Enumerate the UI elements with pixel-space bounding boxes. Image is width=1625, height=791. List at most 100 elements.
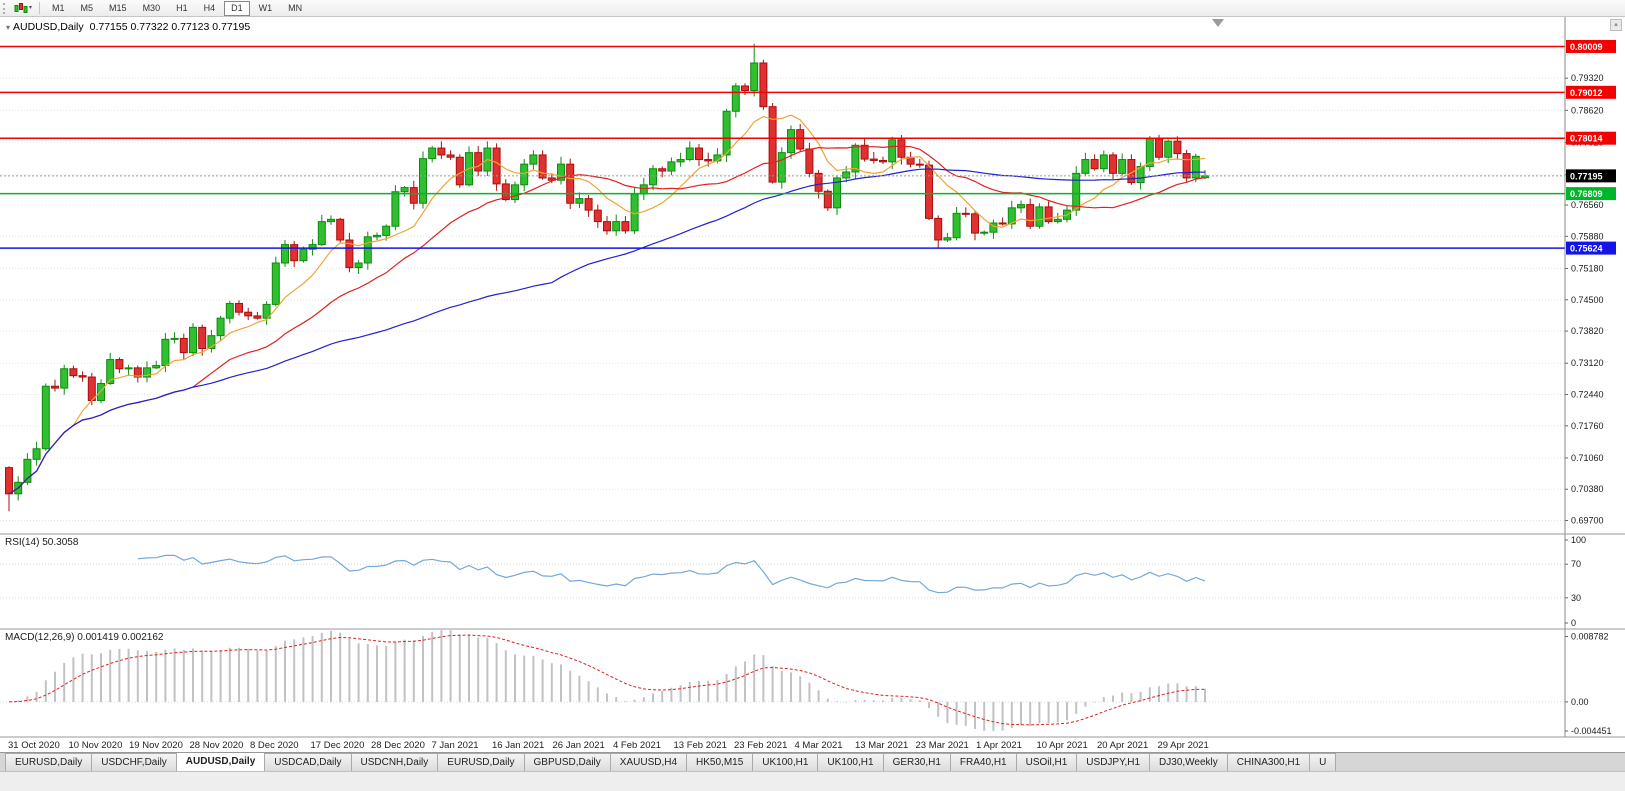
chart-shift-marker-icon[interactable]: [1212, 19, 1224, 27]
svg-text:0.80009: 0.80009: [1570, 42, 1603, 52]
chart-tab-fra40-h1[interactable]: FRA40,H1: [949, 753, 1017, 771]
svg-text:70: 70: [1571, 559, 1581, 569]
svg-text:0.78620: 0.78620: [1571, 105, 1604, 115]
rsi-value: 50.3058: [42, 537, 79, 548]
date-label: 19 Nov 2020: [129, 740, 183, 751]
collapse-arrow-icon[interactable]: ▾: [6, 23, 11, 32]
macd-signal-line: [8, 634, 1206, 726]
macd-histogram: [17, 630, 1206, 731]
date-label: 20 Apr 2021: [1097, 740, 1148, 751]
time-axis[interactable]: 31 Oct 2020 10 Nov 2020 19 Nov 2020 28 Nov …: [8, 740, 1209, 751]
timeframe-button-w1[interactable]: W1: [252, 1, 280, 16]
chevron-down-icon: ▾: [29, 5, 33, 11]
timeframe-button-d1[interactable]: D1: [224, 0, 250, 16]
toolbar-drag-handle[interactable]: [3, 2, 7, 14]
chart-tab-audusd-daily[interactable]: AUDUSD,Daily: [175, 753, 266, 771]
svg-text:30: 30: [1571, 593, 1581, 603]
date-label: 10 Apr 2021: [1037, 740, 1088, 751]
horizontal-levels[interactable]: [0, 45, 1565, 249]
svg-text:0.75624: 0.75624: [1570, 244, 1603, 254]
svg-text:0.78014: 0.78014: [1570, 134, 1603, 144]
chart-tab-xauusd-h4[interactable]: XAUUSD,H4: [609, 753, 688, 771]
date-label: 26 Jan 2021: [553, 740, 605, 751]
chart-tab-ger30-h1[interactable]: GER30,H1: [882, 753, 951, 771]
chart-symbol-period: AUDUSD,Daily: [13, 21, 84, 33]
rsi-indicator-label: RSI(14) 50.3058: [5, 537, 78, 548]
chart-tab-dj30-weekly[interactable]: DJ30,Weekly: [1149, 753, 1228, 771]
date-label: 13 Mar 2021: [855, 740, 908, 751]
timeframe-button-m1[interactable]: M1: [45, 1, 72, 16]
timeframes-toolbar: ▾ M1 M5 M15 M30 H1 H4 D1 W1 MN: [0, 0, 1625, 17]
date-label: 4 Feb 2021: [613, 740, 661, 751]
price-badges: 0.80009 0.79012 0.78014 0.77195 0.76809 0.756…: [1566, 39, 1616, 255]
date-label: 28 Dec 2020: [371, 740, 425, 751]
chart-tab-eurusd-daily[interactable]: EURUSD,Daily: [5, 753, 93, 771]
chart-tab-eurusd-daily[interactable]: EURUSD,Daily: [437, 753, 525, 771]
timeframe-button-h4[interactable]: H4: [197, 1, 223, 16]
macd-scale[interactable]: 0.008782 0.00 -0.004451: [1565, 632, 1612, 736]
rsi-scale[interactable]: 100 70 30 0: [1565, 535, 1586, 628]
macd-values: 0.001419 0.002162: [77, 632, 164, 643]
svg-text:0.72440: 0.72440: [1571, 390, 1604, 400]
svg-text:100: 100: [1571, 535, 1586, 545]
toolbar-separator: [39, 2, 41, 14]
macd-name: MACD(12,26,9): [5, 632, 75, 643]
chart-tab-china300-h1[interactable]: CHINA300,H1: [1226, 753, 1311, 771]
timeframe-button-m15[interactable]: M15: [102, 1, 134, 16]
macd-indicator-label: MACD(12,26,9) 0.001419 0.002162: [5, 632, 163, 643]
date-label: 4 Mar 2021: [795, 740, 843, 751]
chart-tab-gbpusd-daily[interactable]: GBPUSD,Daily: [523, 753, 611, 771]
chart-tab-usoil-h1[interactable]: USOil,H1: [1015, 753, 1078, 771]
svg-text:0.69700: 0.69700: [1571, 516, 1604, 526]
price-badge-0.79012: 0.79012: [1566, 85, 1616, 99]
date-label: 16 Jan 2021: [492, 740, 544, 751]
date-label: 10 Nov 2020: [69, 740, 123, 751]
svg-text:0.73120: 0.73120: [1571, 358, 1604, 368]
svg-text:0.008782: 0.008782: [1571, 632, 1609, 642]
ma-line-21: [8, 145, 1206, 495]
price-badge-0.76809: 0.76809: [1566, 187, 1616, 201]
timeframe-button-mn[interactable]: MN: [281, 1, 309, 16]
chart-tab-hk50-m15[interactable]: HK50,M15: [686, 753, 754, 771]
chart-ohlc-values: 0.77155 0.77322 0.77123 0.77195: [89, 21, 251, 33]
svg-text:0.00: 0.00: [1571, 697, 1589, 707]
timeframe-button-m5[interactable]: M5: [74, 1, 101, 16]
rsi-name: RSI(14): [5, 537, 40, 548]
scale-scroll-button[interactable]: ▴: [1610, 19, 1622, 31]
date-label: 17 Dec 2020: [311, 740, 365, 751]
timeframe-button-h1[interactable]: H1: [169, 1, 195, 16]
chart-tab-usdchf-daily[interactable]: USDCHF,Daily: [91, 753, 177, 771]
date-label: 13 Feb 2021: [674, 740, 727, 751]
price-badge-0.80009: 0.80009: [1566, 39, 1616, 53]
date-label: 31 Oct 2020: [8, 740, 60, 751]
date-label: 23 Mar 2021: [916, 740, 969, 751]
svg-text:0.76809: 0.76809: [1570, 189, 1603, 199]
rsi-line: [137, 554, 1206, 594]
new-chart-button[interactable]: ▾: [11, 1, 35, 16]
price-scale[interactable]: 0.793200.786200.779200.772200.765600.758…: [1565, 73, 1604, 526]
date-label: 29 Apr 2021: [1158, 740, 1209, 751]
chart-canvas[interactable]: 0.793200.786200.779200.772200.765600.758…: [0, 0, 1625, 752]
svg-text:0.74500: 0.74500: [1571, 295, 1604, 305]
chart-tab-usdcad-daily[interactable]: USDCAD,Daily: [264, 753, 352, 771]
chart-tab-uk100-h1[interactable]: UK100,H1: [752, 753, 819, 771]
chart-tabs-bar: EURUSD,Daily USDCHF,Daily AUDUSD,Daily USDC…: [0, 752, 1625, 771]
svg-text:0.79320: 0.79320: [1571, 73, 1604, 83]
ma-line-8: [8, 114, 1206, 495]
price-gridlines: [0, 77, 1565, 522]
status-bar: [0, 771, 1625, 791]
timeframe-button-m30[interactable]: M30: [136, 1, 168, 16]
svg-text:0.77195: 0.77195: [1570, 171, 1603, 181]
svg-text:0.75880: 0.75880: [1571, 231, 1604, 241]
svg-text:0.70380: 0.70380: [1571, 484, 1604, 494]
price-badge-0.78014: 0.78014: [1566, 131, 1616, 145]
date-label: 28 Nov 2020: [190, 740, 244, 751]
chart-tab-usdjpy-h1[interactable]: USDJPY,H1: [1076, 753, 1151, 771]
chart-tab-usdcnh-daily[interactable]: USDCNH,Daily: [350, 753, 439, 771]
chart-tab-u[interactable]: U: [1309, 753, 1337, 771]
timeframe-buttons: M1 M5 M15 M30 H1 H4 D1 W1 MN: [44, 0, 310, 16]
date-label: 23 Feb 2021: [734, 740, 787, 751]
price-badge-0.75624: 0.75624: [1566, 241, 1616, 255]
chart-tab-uk100-h1[interactable]: UK100,H1: [817, 753, 884, 771]
